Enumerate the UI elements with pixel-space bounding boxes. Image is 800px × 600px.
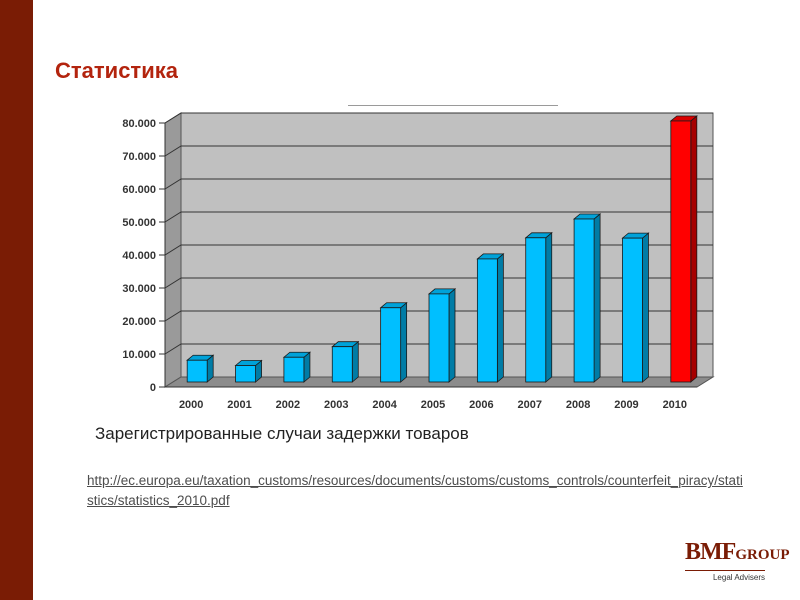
x-tick-label: 2006 [469,399,493,411]
y-tick-label: 10.000 [122,349,156,361]
bar-side [593,213,601,383]
bar [186,359,208,383]
logo-group: GROUP [735,547,790,563]
left-accent-bar [0,0,33,600]
y-tick-label: 30.000 [122,283,156,295]
bar-side [400,301,408,383]
title-divider [348,105,558,106]
bar-side [545,231,553,383]
bar-side [448,288,456,383]
gridline [164,178,713,190]
x-tick-label: 2008 [566,399,590,411]
x-tick-label: 2003 [324,399,348,411]
x-tick-label: 2007 [517,399,541,411]
y-tick-label: 80.000 [122,118,156,130]
company-logo: BMFGROUP Legal Advisers [685,539,790,582]
x-tick-label: 2002 [276,399,300,411]
x-tick-label: 2000 [179,399,203,411]
bar [283,356,305,383]
y-tick-label: 40.000 [122,250,156,262]
bar [525,237,547,383]
bar-side [496,253,504,383]
bar-side [690,115,698,383]
gridline [164,112,713,124]
bar [622,237,643,383]
y-tick-label: 0 [150,382,156,394]
bar [380,307,402,383]
x-tick-label: 2005 [421,399,445,411]
logo-tagline: Legal Advisers [712,573,765,582]
y-tick-label: 20.000 [122,316,156,328]
x-tick-label: 2010 [663,399,687,411]
bar [476,258,498,383]
bar [331,346,353,383]
bar [670,120,692,383]
y-tick-label: 70.000 [122,151,156,163]
bar-side [642,232,649,383]
y-tick-label: 50.000 [122,217,156,229]
bar-chart: 0 10.000 20.000 30.000 40.000 50.000 60.000 70.… [122,112,715,411]
logo-wordmark: BMFGROUP [685,539,790,567]
x-tick-label: 2004 [372,399,397,411]
slide-title: Статистика [55,58,178,82]
bar [573,218,595,383]
gridline [164,211,713,223]
bar-side [351,340,359,383]
logo-brand: BMF [685,539,736,565]
x-tick-label: 2009 [614,399,638,411]
chart-caption: Зарегистрированные случаи задержки товар… [95,424,469,443]
bar [428,293,450,383]
gridline [164,145,713,157]
y-tick-label: 60.000 [122,184,156,196]
bar [235,365,256,383]
logo-rule [685,570,765,571]
source-link[interactable]: http://ec.europa.eu/taxation_customs/res… [87,473,743,508]
x-tick-label: 2001 [227,399,251,411]
